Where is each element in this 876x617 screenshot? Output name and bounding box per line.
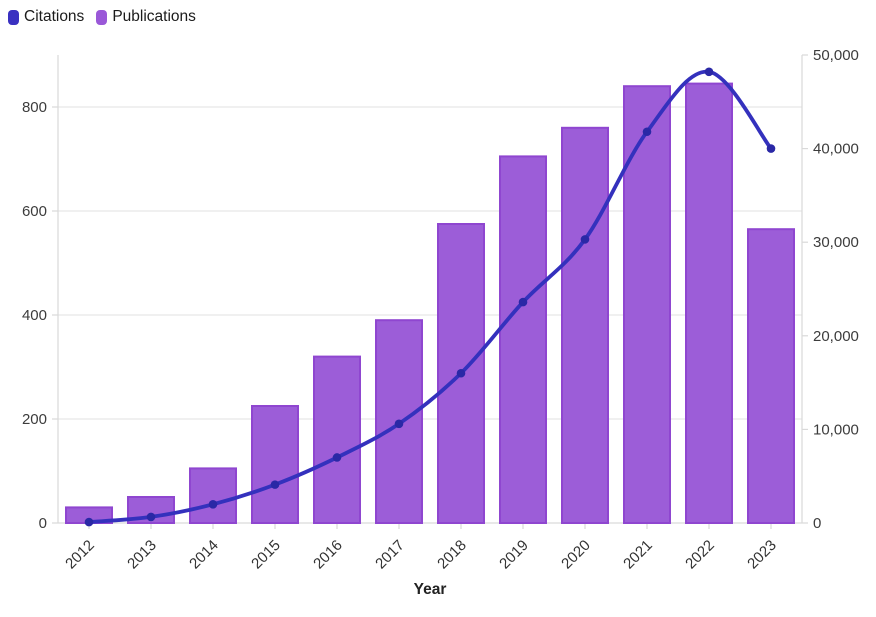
citations-point-2020[interactable] (580, 235, 590, 244)
citations-point-2022[interactable] (704, 67, 714, 77)
right-tick-label-40000: 40,000 (813, 141, 859, 158)
legend-label-citations: Citations (24, 8, 85, 25)
citations-point-2021[interactable] (642, 127, 652, 137)
x-axis-title: Year (413, 581, 447, 598)
bar-2015[interactable] (251, 405, 299, 524)
left-tick-label-600: 600 (22, 203, 47, 220)
right-tick-label-30000: 30,000 (813, 234, 859, 251)
bar-2023[interactable] (747, 228, 795, 524)
bar-2019[interactable] (499, 155, 547, 524)
right-tick-label-10000: 10,000 (813, 421, 859, 438)
right-tick-label-50000: 50,000 (813, 47, 859, 64)
citations-point-2014[interactable] (208, 499, 218, 509)
legend-label-publications: Publications (112, 8, 196, 25)
citations-point-2013[interactable] (146, 512, 156, 522)
x-tick-label-2015: 2015 (248, 537, 284, 573)
bar-2021[interactable] (623, 85, 671, 524)
citations-point-2012[interactable] (84, 517, 94, 527)
x-tick-label-2019: 2019 (496, 537, 532, 573)
chart-legend: Citations Publications (8, 8, 196, 26)
x-tick-label-2021: 2021 (620, 537, 656, 573)
citations-point-2018[interactable] (456, 368, 466, 378)
left-tick-label-800: 800 (22, 99, 47, 116)
x-tick-label-2013: 2013 (124, 537, 160, 573)
legend-item-citations[interactable]: Citations (8, 8, 84, 26)
citations-point-2015[interactable] (270, 480, 280, 489)
x-tick-label-2020: 2020 (558, 537, 594, 573)
x-tick-label-2016: 2016 (310, 537, 346, 573)
citations-point-2023[interactable] (766, 144, 776, 153)
bar-2014[interactable] (189, 467, 237, 524)
x-tick-label-2023: 2023 (744, 537, 780, 573)
publications-legend-swatch-icon (96, 9, 108, 25)
bar-2022[interactable] (685, 82, 733, 524)
citations-legend-swatch-icon (8, 9, 19, 25)
left-tick-label-200: 200 (22, 411, 47, 428)
bar-2020[interactable] (561, 126, 609, 525)
right-tick-label-0: 0 (813, 515, 821, 532)
x-tick-label-2022: 2022 (682, 537, 718, 573)
left-tick-label-400: 400 (22, 307, 47, 324)
right-tick-label-20000: 20,000 (813, 328, 859, 345)
x-tick-label-2017: 2017 (372, 537, 408, 573)
legend-item-publications[interactable]: Publications (96, 8, 196, 26)
x-tick-label-2012: 2012 (62, 537, 98, 573)
citations-point-2016[interactable] (332, 453, 342, 462)
x-tick-label-2018: 2018 (434, 537, 470, 573)
citations-point-2017[interactable] (394, 419, 404, 429)
x-tick-label-2014: 2014 (186, 537, 222, 573)
left-tick-label-0: 0 (39, 515, 47, 532)
citations-point-2019[interactable] (518, 297, 528, 307)
bar-2016[interactable] (313, 355, 361, 524)
